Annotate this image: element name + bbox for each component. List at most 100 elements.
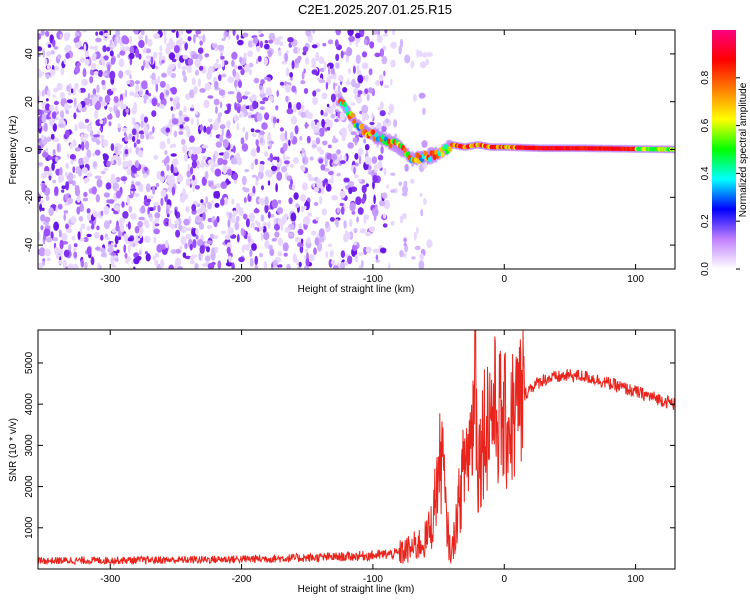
noise-speckle bbox=[230, 217, 236, 223]
spectrogram-x-tick-label: 0 bbox=[501, 274, 507, 285]
noise-speckle bbox=[166, 137, 171, 145]
noise-speckle bbox=[74, 187, 81, 197]
spectrogram-x-tick-label: -200 bbox=[232, 274, 252, 285]
noise-speckle bbox=[285, 67, 290, 77]
noise-speckle bbox=[135, 48, 140, 58]
noise-speckle bbox=[277, 199, 282, 204]
noise-speckle bbox=[193, 85, 198, 95]
noise-speckle bbox=[94, 109, 99, 119]
noise-speckle bbox=[259, 84, 263, 91]
noise-speckle bbox=[179, 124, 184, 129]
noise-speckle bbox=[294, 236, 301, 243]
noise-speckle bbox=[110, 44, 116, 49]
noise-speckle bbox=[86, 208, 91, 214]
noise-speckle bbox=[165, 46, 171, 55]
noise-speckle bbox=[294, 125, 299, 135]
noise-speckle bbox=[144, 235, 151, 243]
noise-speckle bbox=[300, 111, 307, 119]
noise-speckle bbox=[347, 78, 350, 86]
noise-speckle bbox=[201, 176, 207, 186]
noise-speckle bbox=[177, 174, 183, 183]
noise-speckle bbox=[138, 30, 142, 33]
noise-speckle bbox=[59, 239, 64, 250]
spectrogram-x-tick-label: 100 bbox=[627, 274, 644, 285]
noise-speckle bbox=[137, 220, 143, 228]
noise-speckle bbox=[115, 190, 122, 199]
noise-speckle bbox=[361, 104, 369, 114]
noise-speckle bbox=[106, 46, 111, 52]
noise-speckle bbox=[171, 143, 177, 148]
noise-speckle bbox=[174, 209, 178, 217]
noise-speckle bbox=[247, 50, 254, 57]
noise-speckle bbox=[138, 39, 145, 49]
noise-speckle bbox=[354, 174, 359, 179]
noise-speckle bbox=[248, 62, 254, 68]
noise-speckle bbox=[107, 114, 113, 120]
noise-speckle bbox=[157, 75, 161, 84]
noise-speckle bbox=[258, 130, 265, 136]
noise-speckle bbox=[227, 91, 235, 95]
noise-speckle bbox=[70, 216, 77, 224]
noise-speckle bbox=[357, 74, 364, 84]
noise-speckle bbox=[354, 137, 358, 146]
noise-speckle bbox=[264, 112, 270, 121]
noise-speckle bbox=[84, 50, 90, 58]
noise-speckle bbox=[133, 266, 136, 269]
noise-speckle bbox=[383, 199, 391, 210]
noise-speckle bbox=[292, 253, 298, 263]
noise-speckle bbox=[355, 196, 362, 206]
noise-speckle bbox=[124, 89, 128, 98]
noise-speckle bbox=[119, 50, 126, 56]
noise-speckle bbox=[331, 194, 339, 201]
noise-speckle bbox=[365, 183, 369, 188]
noise-speckle bbox=[59, 33, 63, 39]
noise-speckle bbox=[146, 198, 152, 203]
noise-speckle bbox=[42, 258, 46, 262]
noise-speckle bbox=[134, 160, 140, 169]
noise-speckle bbox=[365, 150, 369, 155]
noise-speckle bbox=[57, 54, 62, 60]
noise-speckle bbox=[210, 123, 213, 131]
noise-speckle bbox=[180, 30, 184, 35]
noise-speckle bbox=[104, 95, 111, 104]
noise-speckle bbox=[301, 165, 306, 173]
noise-speckle bbox=[339, 111, 346, 121]
snr-y-tick-label: 1000 bbox=[24, 516, 35, 539]
noise-speckle bbox=[368, 87, 373, 94]
noise-speckle bbox=[114, 257, 119, 262]
spectrogram-signal-layer bbox=[337, 91, 675, 168]
noise-speckle bbox=[43, 170, 51, 175]
noise-speckle bbox=[139, 227, 144, 234]
noise-speckle bbox=[133, 192, 140, 198]
noise-speckle bbox=[412, 93, 417, 102]
noise-speckle bbox=[419, 61, 427, 69]
noise-speckle bbox=[181, 65, 189, 70]
noise-speckle bbox=[300, 80, 306, 85]
noise-speckle bbox=[175, 52, 181, 57]
spectrogram-x-tick-label: -100 bbox=[363, 274, 383, 285]
noise-speckle bbox=[259, 163, 264, 173]
noise-speckle bbox=[192, 184, 195, 193]
noise-speckle bbox=[245, 218, 250, 228]
noise-speckle bbox=[102, 139, 109, 147]
noise-speckle bbox=[305, 257, 310, 267]
noise-speckle bbox=[41, 90, 45, 97]
noise-speckle bbox=[334, 90, 339, 95]
signal-core bbox=[432, 154, 437, 160]
noise-speckle bbox=[117, 156, 122, 166]
noise-speckle bbox=[234, 102, 237, 111]
noise-speckle bbox=[40, 214, 46, 222]
noise-speckle bbox=[92, 98, 96, 106]
snr-x-tick-label: -100 bbox=[363, 574, 383, 585]
noise-speckle bbox=[59, 92, 66, 99]
noise-speckle bbox=[279, 132, 287, 142]
noise-speckle bbox=[129, 91, 135, 97]
noise-speckle bbox=[279, 127, 284, 132]
noise-speckle bbox=[221, 59, 225, 68]
noise-speckle bbox=[153, 205, 156, 211]
noise-speckle bbox=[322, 43, 327, 47]
noise-speckle bbox=[340, 206, 345, 215]
noise-speckle bbox=[181, 138, 186, 145]
noise-speckle bbox=[290, 115, 297, 125]
noise-speckle bbox=[357, 207, 364, 215]
